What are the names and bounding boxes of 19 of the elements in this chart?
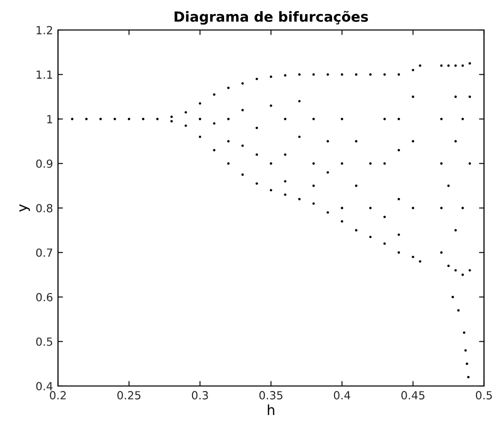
y-tick-label: 1.1 <box>36 70 52 79</box>
x-tick-label: 0.2 <box>50 391 66 400</box>
x-tick-label: 0.4 <box>334 391 350 400</box>
y-axis-title: y <box>19 204 30 212</box>
y-tick-label: 1.2 <box>36 26 52 34</box>
y-tick-label: 0.5 <box>36 337 52 346</box>
x-tick-label: 0.35 <box>259 391 282 400</box>
x-tick-label: 0.45 <box>401 391 424 400</box>
chart-title: Diagrama de bifurcações <box>174 10 368 25</box>
x-tick-label: 0.5 <box>476 391 492 400</box>
x-tick-label: 0.25 <box>117 391 140 400</box>
y-tick-label: 0.4 <box>36 382 53 390</box>
y-tick-label: 0.7 <box>36 248 52 257</box>
y-tick-label: 1 <box>47 115 52 124</box>
y-tick-label: 0.6 <box>36 292 52 302</box>
y-tick-label: 0.9 <box>36 159 52 168</box>
y-tick-label: 0.8 <box>36 204 52 212</box>
x-axis-title: h <box>268 404 274 415</box>
x-tick-label: 0.3 <box>192 391 208 400</box>
